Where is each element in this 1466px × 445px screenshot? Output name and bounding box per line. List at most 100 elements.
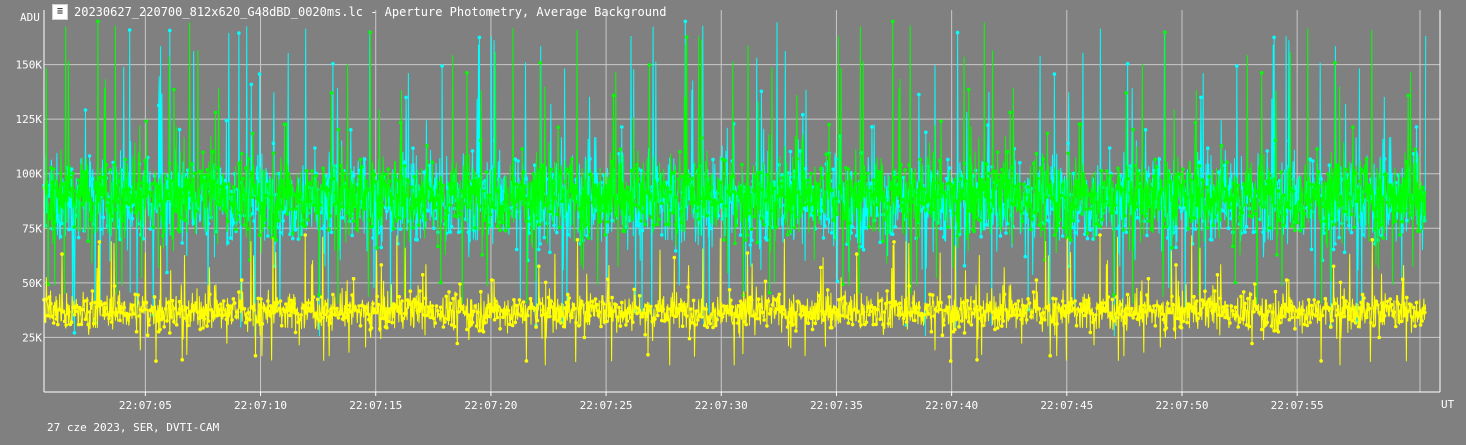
data-point — [748, 204, 753, 209]
data-point — [205, 324, 209, 328]
data-point — [488, 212, 493, 217]
data-point — [769, 208, 773, 213]
data-point — [628, 191, 632, 195]
data-point — [805, 313, 809, 318]
data-point — [521, 300, 526, 304]
data-point — [917, 92, 921, 97]
data-point — [802, 203, 806, 207]
data-point — [882, 198, 887, 203]
data-point — [226, 303, 230, 308]
data-point — [1066, 151, 1070, 156]
data-point — [718, 313, 722, 317]
data-point — [1069, 309, 1073, 313]
data-point — [213, 298, 218, 303]
data-point — [208, 192, 212, 196]
data-point — [51, 167, 56, 171]
y-tick-label: 100K — [16, 168, 43, 181]
data-point — [1106, 295, 1111, 299]
data-point — [534, 184, 538, 189]
data-point — [115, 310, 120, 315]
data-point — [375, 294, 379, 299]
data-point — [221, 207, 226, 211]
data-point — [526, 313, 530, 318]
data-point — [1174, 213, 1178, 217]
data-point — [807, 203, 812, 208]
data-point — [419, 302, 424, 307]
data-point — [958, 307, 963, 311]
data-point — [65, 175, 70, 179]
data-point — [1385, 200, 1390, 205]
data-point — [575, 200, 580, 204]
data-point — [397, 294, 402, 299]
data-point — [613, 193, 617, 198]
data-point — [1084, 184, 1088, 188]
data-point — [969, 323, 974, 327]
data-point — [107, 198, 111, 202]
data-point — [277, 171, 281, 176]
data-point — [60, 194, 64, 198]
data-point — [1255, 305, 1260, 309]
data-point — [1007, 179, 1011, 183]
data-point — [1049, 320, 1054, 324]
data-point — [691, 186, 696, 191]
data-point — [1099, 301, 1104, 305]
data-point — [1364, 157, 1369, 161]
data-point — [784, 315, 788, 320]
data-point — [1266, 309, 1271, 314]
data-point — [1030, 310, 1035, 314]
data-point — [549, 167, 554, 172]
data-point — [1311, 312, 1315, 316]
data-point — [679, 308, 683, 312]
data-point — [1244, 323, 1249, 327]
data-point — [589, 304, 594, 308]
data-point — [849, 185, 853, 190]
data-point — [307, 181, 312, 185]
data-point — [1123, 321, 1127, 325]
data-point — [134, 204, 139, 208]
data-point — [295, 311, 299, 316]
data-point — [939, 226, 943, 231]
data-point — [830, 231, 834, 235]
data-point — [82, 299, 86, 304]
data-point — [311, 295, 316, 299]
data-point — [720, 157, 725, 161]
data-point — [1015, 194, 1019, 198]
data-point — [1170, 294, 1174, 299]
data-point — [1219, 143, 1224, 148]
data-point — [480, 253, 485, 257]
data-point — [1105, 308, 1109, 313]
data-point — [223, 178, 227, 183]
data-point — [1051, 198, 1055, 202]
data-point — [1355, 199, 1359, 203]
data-point — [555, 230, 559, 235]
data-point — [443, 215, 447, 220]
data-point — [134, 329, 139, 334]
data-point — [479, 289, 483, 294]
data-point — [658, 308, 663, 312]
data-point — [885, 289, 889, 293]
data-point — [1345, 179, 1350, 183]
lightcurve-app-icon[interactable]: ≡ — [52, 4, 68, 20]
data-point — [1229, 304, 1234, 308]
data-point — [1145, 209, 1149, 213]
data-point — [820, 208, 824, 213]
data-point — [202, 178, 207, 182]
data-point — [553, 314, 558, 319]
data-point — [846, 321, 851, 325]
data-point — [72, 313, 77, 317]
data-point — [1382, 314, 1387, 318]
data-point — [647, 308, 652, 313]
data-point — [344, 210, 349, 215]
data-point — [241, 176, 245, 181]
data-point — [1128, 191, 1133, 195]
data-point — [343, 310, 348, 314]
data-point — [219, 184, 223, 189]
data-point — [79, 322, 84, 327]
data-point — [325, 309, 330, 313]
data-point — [449, 224, 454, 229]
data-point — [1177, 316, 1181, 321]
data-point — [579, 218, 584, 222]
data-point — [116, 179, 121, 183]
data-point — [300, 222, 305, 226]
